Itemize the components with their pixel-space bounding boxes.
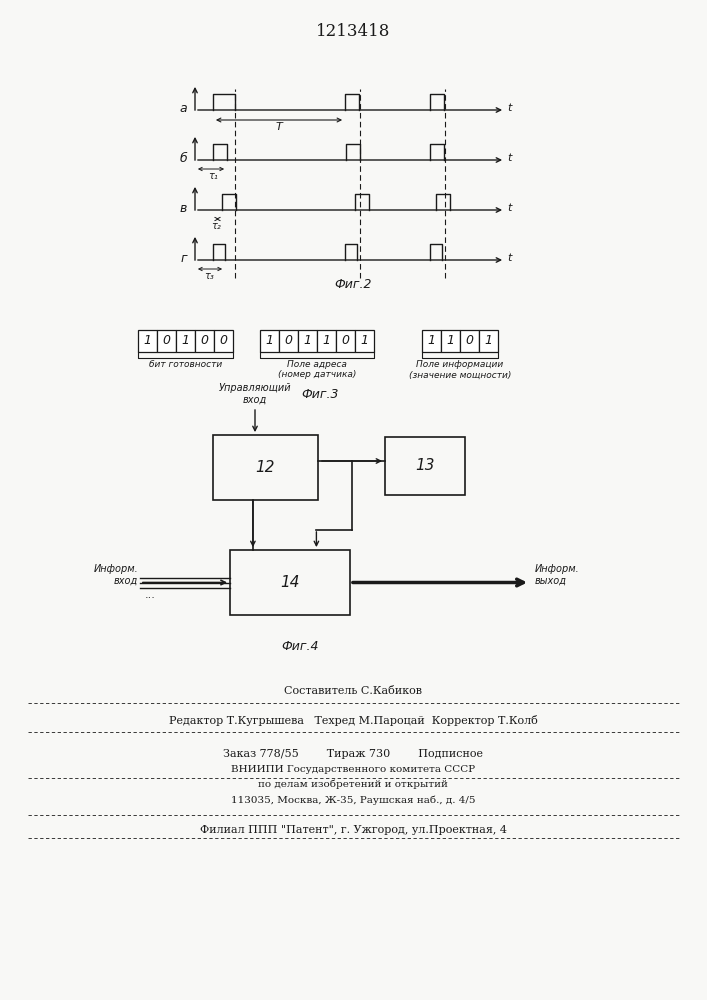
Text: г: г <box>180 251 187 264</box>
Text: Фиг.2: Фиг.2 <box>334 278 372 291</box>
Text: Поле информации
(значение мощности): Поле информации (значение мощности) <box>409 360 511 379</box>
Text: ВНИИПИ Государственного комитета СССР: ВНИИПИ Государственного комитета СССР <box>231 764 475 774</box>
Text: 1: 1 <box>144 334 151 348</box>
Text: Информ.
выход: Информ. выход <box>535 564 580 585</box>
Text: 1: 1 <box>447 334 455 348</box>
Bar <box>213 435 318 500</box>
Text: 13: 13 <box>415 458 435 474</box>
Bar <box>479 330 498 352</box>
Text: в: в <box>180 202 187 215</box>
Text: ...: ... <box>145 589 156 599</box>
Text: Фиг.3: Фиг.3 <box>301 388 339 401</box>
Text: t: t <box>507 153 511 163</box>
Text: Составитель С.Кабиков: Составитель С.Кабиков <box>284 686 422 696</box>
Text: 1: 1 <box>322 334 330 348</box>
Bar <box>336 330 355 352</box>
Bar <box>214 330 233 352</box>
Bar <box>460 330 479 352</box>
Text: T: T <box>276 122 282 132</box>
Text: 113035, Москва, Ж-35, Раушская наб., д. 4/5: 113035, Москва, Ж-35, Раушская наб., д. … <box>230 795 475 805</box>
Text: Филиал ППП "Патент", г. Ужгород, ул.Проектная, 4: Филиал ППП "Патент", г. Ужгород, ул.Прое… <box>199 825 506 835</box>
Text: Заказ 778/55        Тираж 730        Подписное: Заказ 778/55 Тираж 730 Подписное <box>223 749 483 759</box>
Text: 1: 1 <box>428 334 436 348</box>
Text: 0: 0 <box>201 334 209 348</box>
Text: 14: 14 <box>280 575 300 590</box>
Bar <box>230 550 350 615</box>
Text: бит готовности: бит готовности <box>149 360 222 369</box>
Text: τ₃: τ₃ <box>204 271 214 281</box>
Text: Управляющий
вход: Управляющий вход <box>218 383 291 405</box>
Text: Информ.
вход: Информ. вход <box>93 564 138 585</box>
Text: 0: 0 <box>341 334 349 348</box>
Text: б: б <box>180 151 187 164</box>
Text: 0: 0 <box>163 334 170 348</box>
Text: Поле адреса
(номер датчика): Поле адреса (номер датчика) <box>278 360 356 379</box>
Bar <box>441 330 460 352</box>
Text: τ₁: τ₁ <box>208 171 218 181</box>
Text: 1: 1 <box>266 334 274 348</box>
Text: по делам изобретений и открытий: по делам изобретений и открытий <box>258 779 448 789</box>
Text: Фиг.4: Фиг.4 <box>281 640 319 653</box>
Text: 1: 1 <box>303 334 312 348</box>
Text: а: а <box>180 102 187 114</box>
Text: Редактор Т.Кугрышева   Техред М.Пароцай  Корректор Т.Колб: Редактор Т.Кугрышева Техред М.Пароцай Ко… <box>168 714 537 726</box>
Text: t: t <box>507 203 511 213</box>
Text: 1: 1 <box>361 334 368 348</box>
Text: 1: 1 <box>484 334 493 348</box>
Bar <box>157 330 176 352</box>
Text: τ₂: τ₂ <box>211 221 221 231</box>
Text: 0: 0 <box>465 334 474 348</box>
Bar <box>195 330 214 352</box>
Text: 0: 0 <box>219 334 228 348</box>
Text: 12: 12 <box>256 460 275 475</box>
Text: t: t <box>507 103 511 113</box>
Bar <box>355 330 374 352</box>
Bar <box>298 330 317 352</box>
Text: 1: 1 <box>182 334 189 348</box>
Bar <box>385 437 465 495</box>
Bar <box>176 330 195 352</box>
Bar <box>422 330 441 352</box>
Bar <box>317 330 336 352</box>
Bar <box>260 330 279 352</box>
Text: 1213418: 1213418 <box>316 23 390 40</box>
Bar <box>138 330 157 352</box>
Bar <box>279 330 298 352</box>
Text: t: t <box>507 253 511 263</box>
Text: 0: 0 <box>284 334 293 348</box>
